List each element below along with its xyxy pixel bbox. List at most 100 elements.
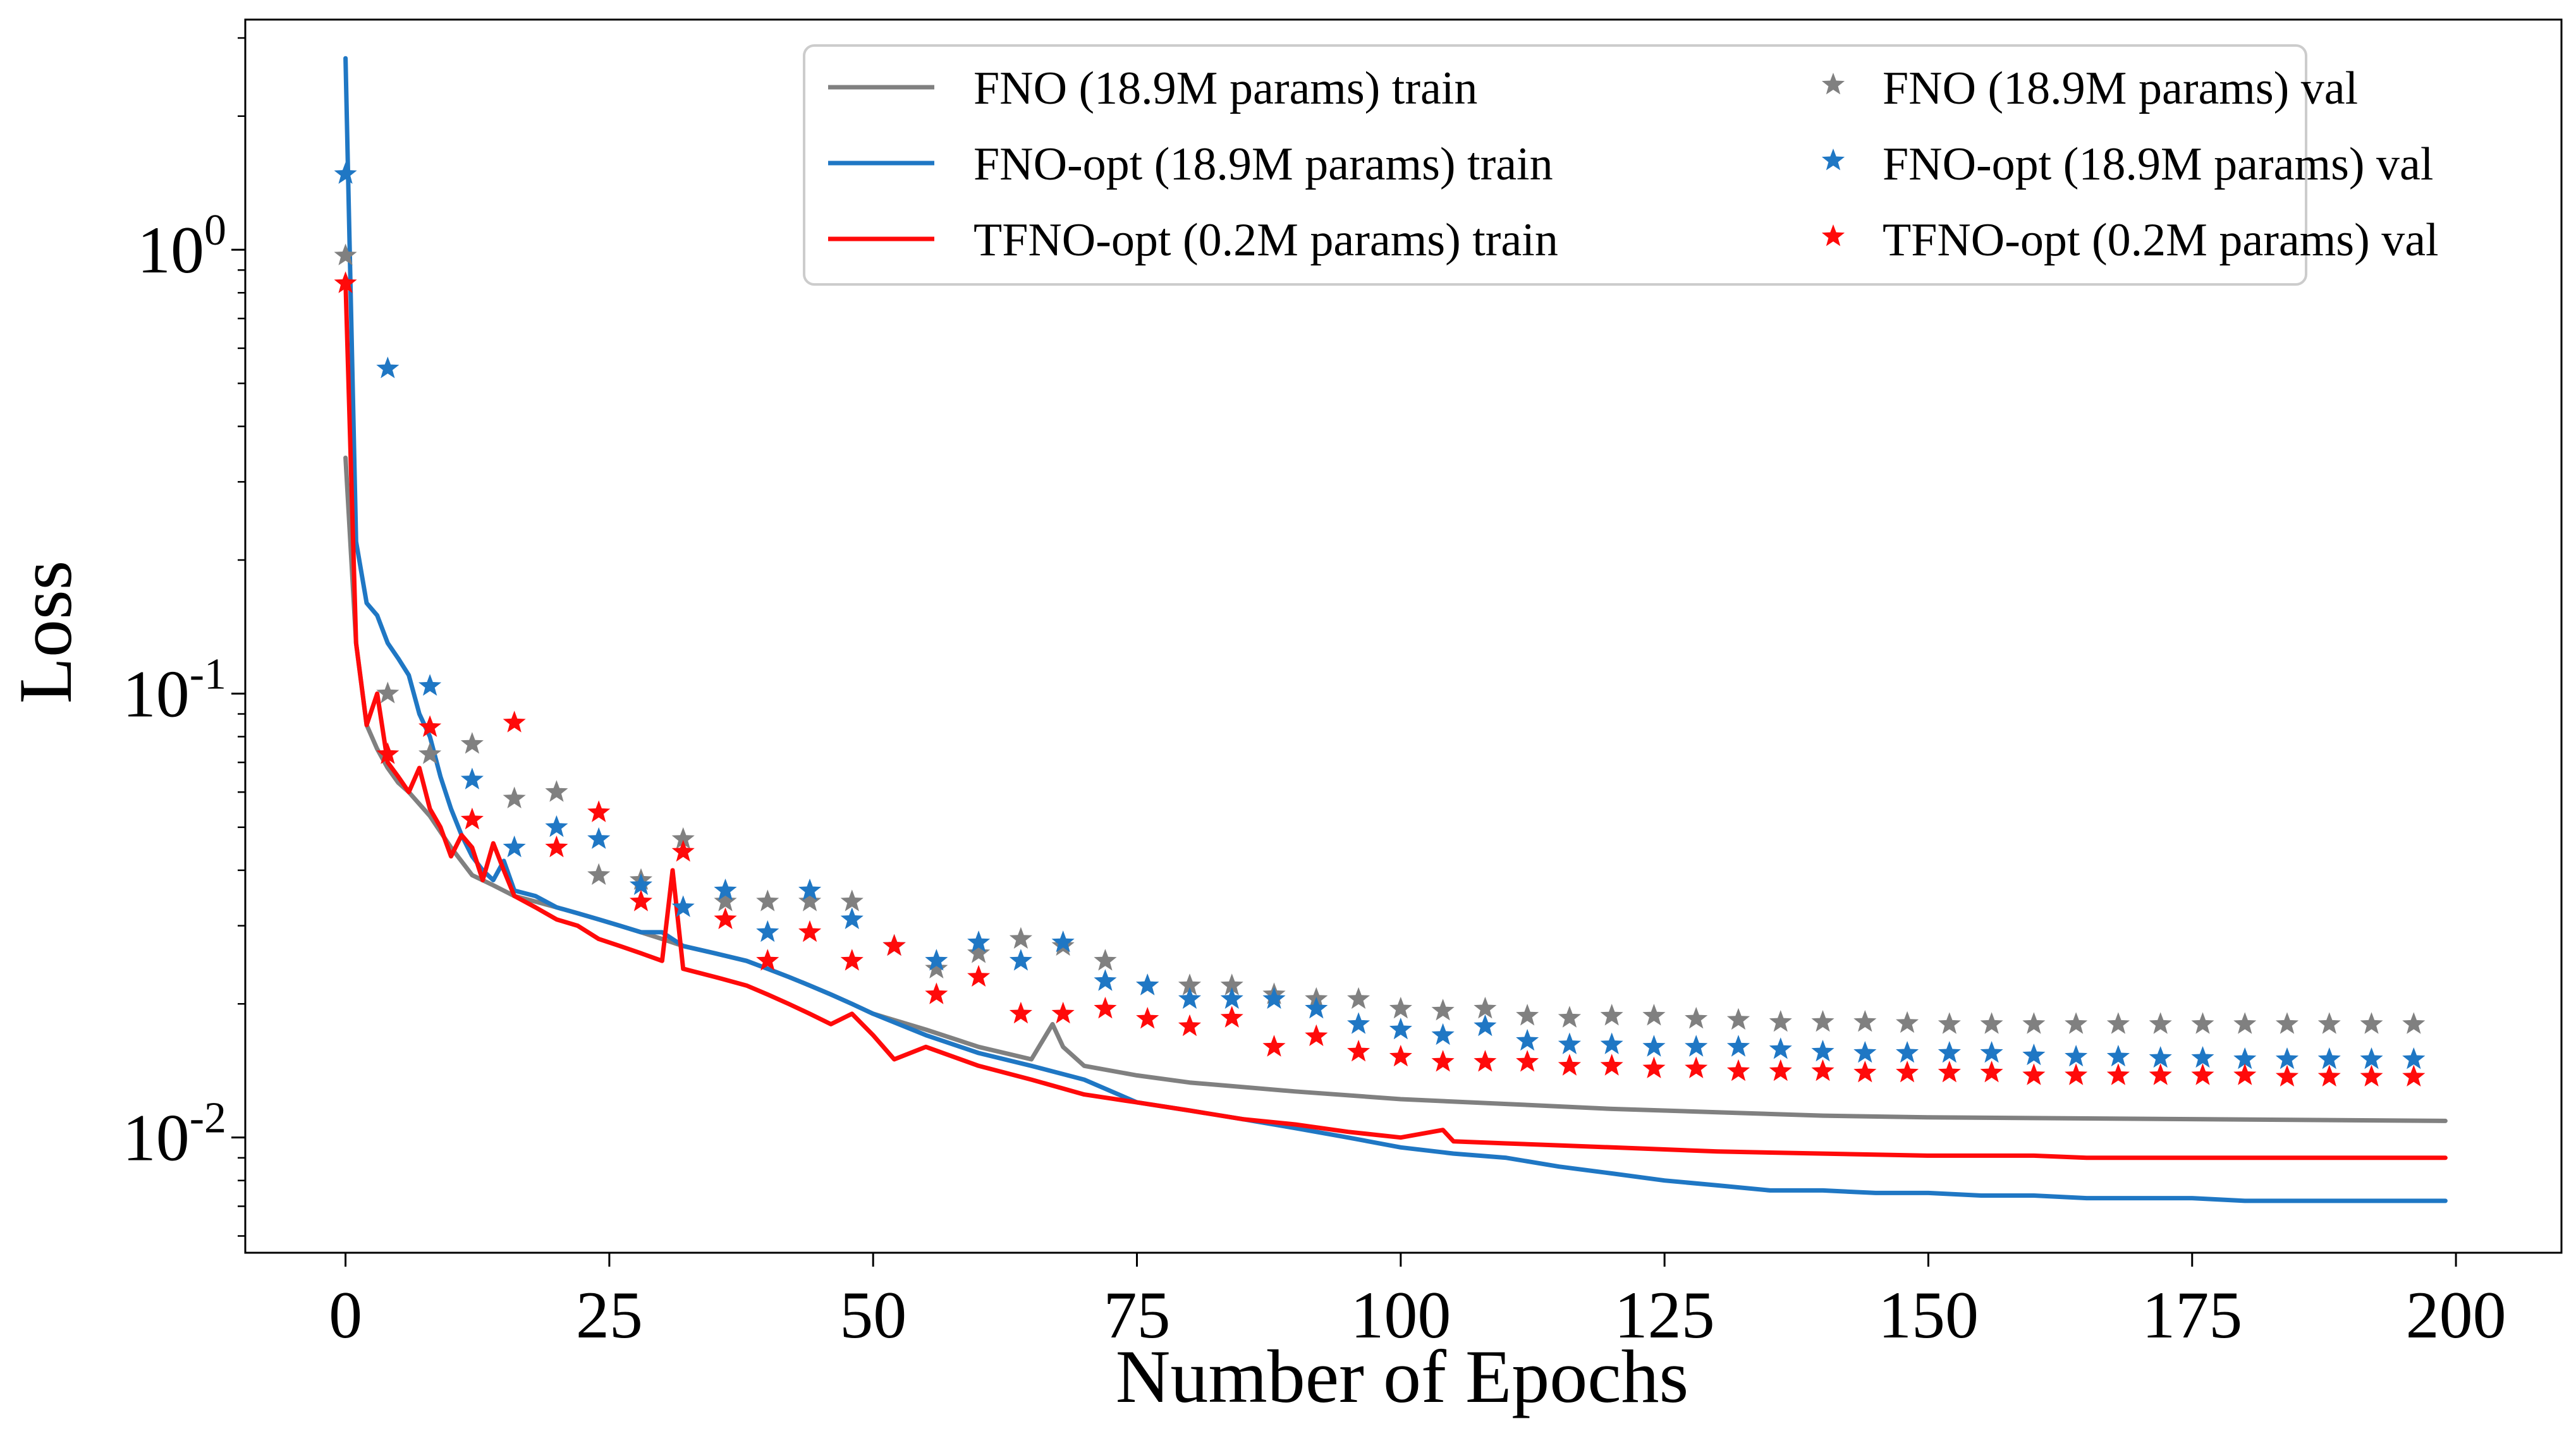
val-point-fno-18-9m-params-val xyxy=(1769,1010,1792,1032)
val-point-fno-18-9m-params-val xyxy=(671,827,695,849)
val-point-fno-opt-18-9m-params-val xyxy=(671,895,695,917)
legend-label: FNO (18.9M params) val xyxy=(1883,63,2358,114)
val-point-tfno-opt-0-2m-params-val xyxy=(967,965,991,987)
x-tick-label: 175 xyxy=(2142,1278,2242,1352)
x-tick-label: 200 xyxy=(2406,1278,2506,1352)
val-point-fno-opt-18-9m-params-val xyxy=(2191,1046,2214,1068)
val-point-fno-opt-18-9m-params-val xyxy=(1938,1041,1961,1063)
val-point-tfno-opt-0-2m-params-val xyxy=(1094,997,1117,1019)
val-point-fno-opt-18-9m-params-val xyxy=(2402,1047,2426,1069)
x-tick-label: 150 xyxy=(1878,1278,1979,1352)
val-point-fno-18-9m-params-val xyxy=(1980,1012,2003,1034)
val-point-fno-opt-18-9m-params-val xyxy=(714,879,737,901)
val-point-fno-18-9m-params-val xyxy=(1685,1007,1708,1029)
val-point-fno-opt-18-9m-params-val xyxy=(1262,987,1286,1009)
val-point-fno-opt-18-9m-params-val xyxy=(1094,969,1117,991)
val-point-tfno-opt-0-2m-params-val xyxy=(545,835,568,858)
legend-label: FNO-opt (18.9M params) train xyxy=(974,138,1553,190)
val-point-tfno-opt-0-2m-params-val xyxy=(629,889,652,911)
val-point-fno-18-9m-params-val xyxy=(545,780,568,802)
val-point-tfno-opt-0-2m-params-val xyxy=(460,807,484,830)
val-point-tfno-opt-0-2m-params-val xyxy=(1305,1024,1328,1046)
val-point-fno-18-9m-params-val xyxy=(925,956,948,978)
val-point-fno-opt-18-9m-params-val xyxy=(798,879,822,901)
val-point-fno-18-9m-params-val xyxy=(2022,1012,2046,1034)
val-point-fno-opt-18-9m-params-val xyxy=(418,674,442,696)
val-point-tfno-opt-0-2m-params-val xyxy=(376,742,400,764)
val-point-tfno-opt-0-2m-params-val xyxy=(1980,1061,2003,1083)
val-point-tfno-opt-0-2m-params-val xyxy=(2360,1064,2383,1087)
y-tick-label: 10-2 xyxy=(123,1094,226,1175)
val-point-fno-opt-18-9m-params-val xyxy=(840,907,864,929)
val-point-fno-opt-18-9m-params-val xyxy=(587,827,611,849)
val-point-fno-opt-18-9m-params-val xyxy=(1853,1041,1877,1063)
val-point-fno-opt-18-9m-params-val xyxy=(1811,1040,1834,1062)
val-point-fno-opt-18-9m-params-val xyxy=(2275,1047,2299,1069)
val-point-fno-18-9m-params-val xyxy=(1516,1004,1539,1026)
val-point-fno-18-9m-params-val xyxy=(1558,1006,1581,1028)
val-point-fno-18-9m-params-val xyxy=(1726,1008,1750,1030)
val-point-fno-18-9m-params-val xyxy=(376,681,400,703)
val-point-tfno-opt-0-2m-params-val xyxy=(798,920,822,942)
val-point-tfno-opt-0-2m-params-val xyxy=(1431,1050,1455,1072)
val-point-fno-18-9m-params-val xyxy=(756,889,779,911)
val-point-tfno-opt-0-2m-params-val xyxy=(418,715,442,737)
val-point-tfno-opt-0-2m-params-val xyxy=(2233,1063,2257,1085)
y-tick-label: 100 xyxy=(137,206,226,287)
x-tick-label: 0 xyxy=(329,1278,362,1352)
val-point-fno-opt-18-9m-params-val xyxy=(2106,1045,2130,1067)
val-point-tfno-opt-0-2m-params-val xyxy=(882,934,906,956)
x-tick-label: 75 xyxy=(1104,1278,1171,1352)
val-point-fno-18-9m-params-val xyxy=(1094,949,1117,971)
legend-label: FNO-opt (18.9M params) val xyxy=(1883,138,2433,190)
val-point-fno-18-9m-params-val xyxy=(714,889,737,911)
val-point-fno-18-9m-params-val xyxy=(1347,987,1370,1009)
val-point-fno-opt-18-9m-params-val xyxy=(2233,1047,2257,1069)
val-point-tfno-opt-0-2m-params-val xyxy=(1178,1014,1201,1037)
val-point-tfno-opt-0-2m-params-val xyxy=(503,710,526,733)
val-point-tfno-opt-0-2m-params-val xyxy=(1853,1061,1877,1083)
val-point-tfno-opt-0-2m-params-val xyxy=(1474,1050,1497,1072)
plot-frame xyxy=(244,18,2563,1254)
val-point-tfno-opt-0-2m-params-val xyxy=(1262,1035,1286,1057)
val-point-fno-18-9m-params-val xyxy=(1600,1004,1623,1026)
val-point-fno-18-9m-params-val xyxy=(2360,1012,2383,1034)
val-point-fno-opt-18-9m-params-val xyxy=(1769,1037,1792,1059)
x-tick-label: 50 xyxy=(839,1278,906,1352)
val-point-fno-18-9m-params-val xyxy=(418,742,442,764)
val-point-tfno-opt-0-2m-params-val xyxy=(756,949,779,971)
val-point-fno-18-9m-params-val xyxy=(967,941,991,963)
val-point-fno-18-9m-params-val xyxy=(2065,1012,2088,1034)
ticks-layer: 0 25 50 75 100 125 150 175 200 100 10-1 10-2 xyxy=(123,37,2506,1352)
val-point-fno-opt-18-9m-params-val xyxy=(1474,1014,1497,1037)
val-point-fno-opt-18-9m-params-val xyxy=(1726,1035,1750,1057)
val-point-tfno-opt-0-2m-params-val xyxy=(1009,1001,1032,1024)
val-point-fno-opt-18-9m-params-val xyxy=(1642,1035,1666,1057)
legend-label: FNO (18.9M params) train xyxy=(974,63,1477,114)
val-point-fno-opt-18-9m-params-val xyxy=(460,767,484,789)
val-point-fno-opt-18-9m-params-val xyxy=(1178,987,1201,1009)
val-point-tfno-opt-0-2m-params-val xyxy=(2106,1063,2130,1085)
legend-label: TFNO-opt (0.2M params) train xyxy=(974,214,1558,266)
val-point-tfno-opt-0-2m-params-val xyxy=(1685,1056,1708,1078)
val-point-fno-opt-18-9m-params-val xyxy=(1389,1018,1412,1040)
val-point-fno-18-9m-params-val xyxy=(2149,1012,2172,1034)
series-layer xyxy=(334,56,2448,1203)
val-point-fno-opt-18-9m-params-val xyxy=(2317,1047,2341,1069)
val-point-tfno-opt-0-2m-params-val xyxy=(1220,1006,1243,1028)
val-point-fno-opt-18-9m-params-val xyxy=(1136,973,1159,995)
val-point-fno-opt-18-9m-params-val xyxy=(925,949,948,971)
val-point-tfno-opt-0-2m-params-val xyxy=(2022,1063,2046,1085)
val-point-tfno-opt-0-2m-params-val xyxy=(2402,1064,2426,1087)
val-point-fno-18-9m-params-val xyxy=(1431,999,1455,1021)
val-point-fno-opt-18-9m-params-val xyxy=(1220,987,1243,1009)
legend: FNO (18.9M params) train FNO-opt (18.9M p… xyxy=(803,44,2439,286)
val-point-tfno-opt-0-2m-params-val xyxy=(2317,1064,2341,1087)
x-axis-label: Number of Epochs xyxy=(1116,1334,1688,1418)
val-point-fno-opt-18-9m-params-val xyxy=(1431,1023,1455,1045)
val-point-fno-opt-18-9m-params-val xyxy=(1980,1041,2003,1063)
val-point-fno-opt-18-9m-params-val xyxy=(1305,997,1328,1019)
val-point-fno-18-9m-params-val xyxy=(1009,927,1032,949)
val-point-tfno-opt-0-2m-params-val xyxy=(1726,1059,1750,1081)
